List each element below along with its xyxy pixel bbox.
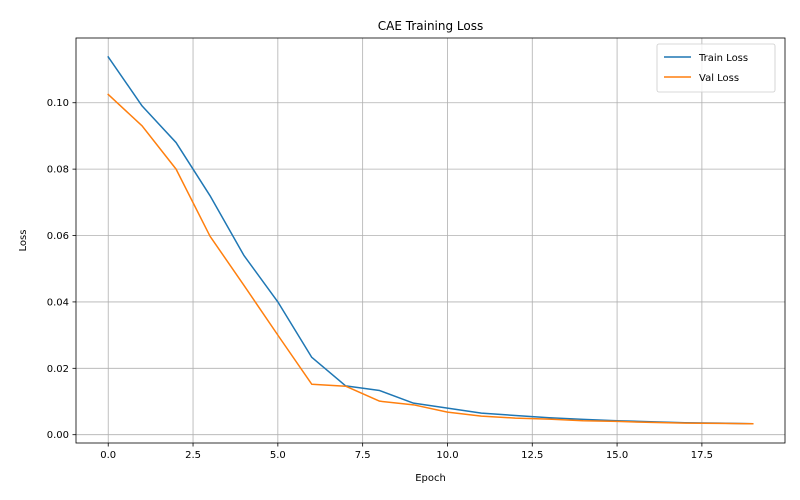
y-axis-title: Loss (18, 230, 29, 252)
plot-frame (75, 37, 786, 444)
y-tick-label: 0.00 (47, 430, 69, 441)
y-tick-label: 0.10 (47, 98, 69, 109)
y-tick-label: 0.06 (47, 231, 69, 242)
legend-label: Val Loss (699, 73, 739, 84)
x-tick-label: 0.0 (100, 450, 116, 461)
series-line-val-loss (107, 93, 754, 425)
x-tick-label: 7.5 (355, 450, 371, 461)
x-tick-label: 17.5 (691, 450, 713, 461)
x-tick-label: 10.0 (436, 450, 458, 461)
y-tick-label: 0.02 (47, 364, 69, 375)
x-axis-title: Epoch (415, 473, 446, 484)
legend: Train Loss Val Loss (656, 43, 776, 93)
x-tick-label: 2.5 (185, 450, 201, 461)
legend-label: Train Loss (698, 53, 748, 64)
y-tick-label: 0.08 (47, 165, 69, 176)
chart-title: CAE Training Loss (378, 19, 483, 33)
x-tick-label: 5.0 (270, 450, 286, 461)
y-tick-label: 0.04 (47, 297, 69, 308)
series-line-train-loss (107, 55, 754, 425)
x-tick-label: 12.5 (521, 450, 543, 461)
axis-ticks: 0.0 2.5 5.0 7.5 10.0 12.5 15.0 17.5 0.00 0.02 0.04… (47, 98, 713, 461)
grid (76, 38, 785, 443)
series-lines (107, 55, 754, 425)
legend-box (656, 43, 776, 93)
x-tick-label: 15.0 (606, 450, 628, 461)
